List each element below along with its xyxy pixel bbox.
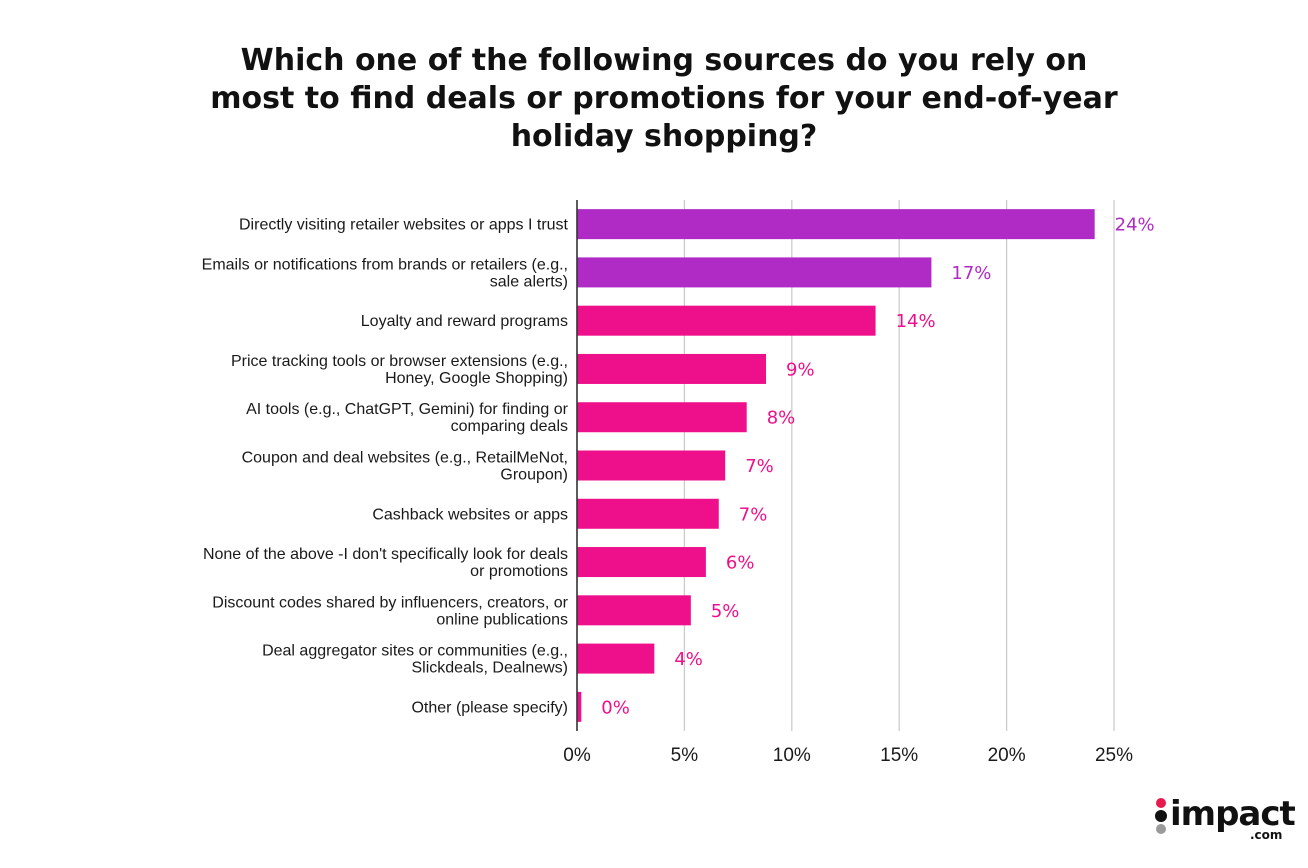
gridlines [683, 200, 1115, 731]
chart-title: Which one of the following sources do yo… [210, 43, 1118, 154]
data-label: 17% [951, 263, 991, 284]
bar [577, 691, 582, 722]
data-labels: 24% 17% 14% 9% 8% 7% 7% 6% 5% 4% 0% [601, 215, 1154, 719]
impact-logo: impact .com [1152, 794, 1296, 846]
bar [577, 353, 767, 384]
data-label: 6% [726, 553, 755, 574]
logo-dot-black [1155, 810, 1167, 822]
category-label: Cashback websites or apps [372, 506, 568, 523]
bar [577, 498, 719, 529]
x-tick-label: 25% [1095, 745, 1133, 766]
category-label: Deal aggregator sites or communities (e.… [262, 643, 568, 677]
category-label: Loyalty and reward programs [361, 313, 568, 330]
data-label: 9% [786, 359, 815, 380]
bar [577, 305, 876, 336]
bar [577, 209, 1095, 240]
x-tick-label: 15% [880, 745, 918, 766]
bar [577, 595, 691, 626]
logo-dot-red [1156, 798, 1166, 808]
bar [577, 450, 726, 481]
x-tick-label: 5% [671, 745, 699, 766]
x-tick-label: 20% [988, 745, 1026, 766]
category-label: Discount codes shared by influencers, cr… [212, 594, 568, 628]
bar [577, 257, 932, 288]
x-tick-label: 0% [563, 745, 591, 766]
x-axis-ticks: 0% 5% 10% 15% 20% 25% [563, 745, 1133, 766]
category-label: Emails or notifications from brands or r… [202, 256, 568, 290]
data-label: 0% [601, 697, 630, 718]
data-label: 5% [711, 601, 740, 622]
logo-dot-gray [1156, 824, 1166, 834]
category-label: Directly visiting retailer websites or a… [239, 217, 569, 234]
category-label: Other (please specify) [411, 699, 568, 716]
data-label: 8% [767, 408, 796, 429]
data-label: 14% [896, 311, 936, 332]
data-label: 24% [1115, 215, 1155, 236]
category-label: None of the above -I don't specifically … [203, 546, 568, 580]
data-label: 4% [674, 649, 703, 670]
bar [577, 547, 706, 578]
logo-suffix: .com [1250, 828, 1283, 842]
bars [577, 209, 1095, 722]
x-tick-label: 10% [773, 745, 811, 766]
category-label: AI tools (e.g., ChatGPT, Gemini) for fin… [246, 401, 569, 435]
category-labels: Directly visiting retailer websites or a… [202, 217, 569, 717]
bar [577, 402, 747, 433]
category-label: Coupon and deal websites (e.g., RetailMe… [242, 450, 568, 484]
logo-wordmark: impact [1170, 794, 1296, 834]
category-label: Price tracking tools or browser extensio… [231, 353, 568, 387]
data-label: 7% [739, 504, 768, 525]
bar [577, 643, 655, 674]
data-label: 7% [745, 456, 774, 477]
